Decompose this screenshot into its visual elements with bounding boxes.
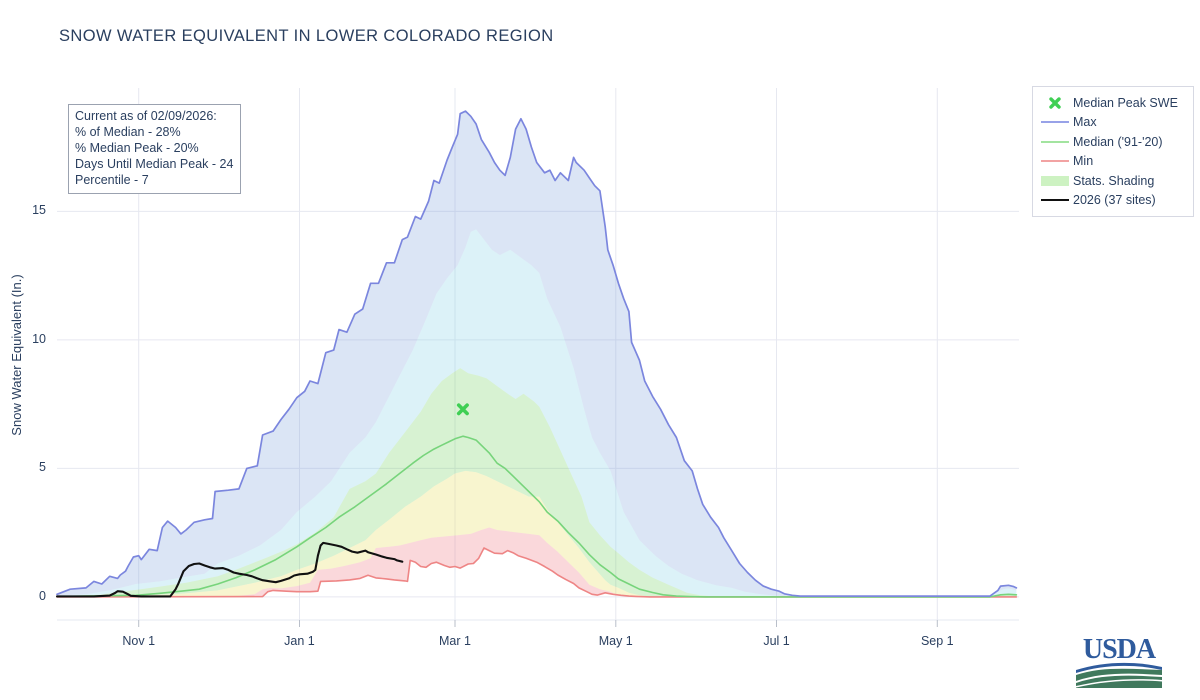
legend-item-stats-shading[interactable]: Stats. Shading [1037,171,1189,191]
band-p30-band [57,470,1017,597]
band-stats-shading [57,368,1017,597]
line-max [56,110,1018,597]
legend-item-median-peak-swe[interactable]: Median Peak SWE [1037,93,1189,113]
legend-item-label: Median ('91-'20) [1073,134,1163,149]
x-tick-label: Sep 1 [920,634,954,648]
legend-item-label: Min [1073,154,1094,169]
x-tick-label: Jan 1 [284,634,315,648]
legend-shading-swatch [1037,175,1073,187]
usda-logo-text: USDA [1082,634,1156,665]
info-line-pct-of-median: % of Median - 28% [75,124,181,139]
info-line-days-until-peak: Days Until Median Peak - 24 [75,156,234,171]
y-tick-label: 15 [32,203,46,218]
legend: Median Peak SWE Max Median ('91-'20) Min Sta… [1032,86,1194,217]
page-title: SNOW WATER EQUIVALENT IN LOWER COLORADO … [59,27,554,45]
line-min [56,547,1018,598]
band-max-band [57,111,1017,597]
legend-item-label: Median Peak SWE [1073,95,1178,110]
band-p90-band [57,229,1017,597]
legend-line-swatch [1037,116,1073,128]
y-tick-label: 10 [32,331,46,346]
legend-item-median-91-20[interactable]: Median ('91-'20) [1037,132,1189,152]
legend-item-label: 2026 (37 sites) [1073,193,1156,208]
info-line-current-as-of: Current as of 02/09/2026: [75,109,217,123]
y-tick-label: 5 [39,460,46,475]
info-line-pct-median-peak: % Median Peak - 20% [75,140,199,155]
usda-logo-swoosh [1076,662,1162,688]
legend-line-swatch [1037,155,1073,167]
x-tick-label: Jul 1 [763,634,790,648]
legend-item-label: Max [1073,115,1097,130]
x-tick-label: May 1 [598,634,633,648]
info-box: Current as of 02/09/2026: % of Median - … [68,104,242,194]
legend-item-2026-37-sites[interactable]: 2026 (37 sites) [1037,191,1189,211]
legend-line-swatch [1037,136,1073,148]
median-peak-swe-marker [456,403,469,416]
legend-item-min[interactable]: Min [1037,152,1189,172]
line-2026-37-sites [55,541,404,598]
legend-x-marker-icon [1037,97,1073,109]
x-tick-label: Nov 1 [122,634,156,648]
y-tick-label: 0 [39,588,46,603]
legend-item-label: Stats. Shading [1073,173,1155,188]
legend-item-max[interactable]: Max [1037,113,1189,133]
line-median-91-20 [56,435,1018,598]
usda-logo: USDA [1076,636,1162,688]
info-line-percentile: Percentile - 7 [75,172,149,187]
x-tick-label: Mar 1 [438,634,471,648]
legend-line-swatch [1037,194,1073,206]
